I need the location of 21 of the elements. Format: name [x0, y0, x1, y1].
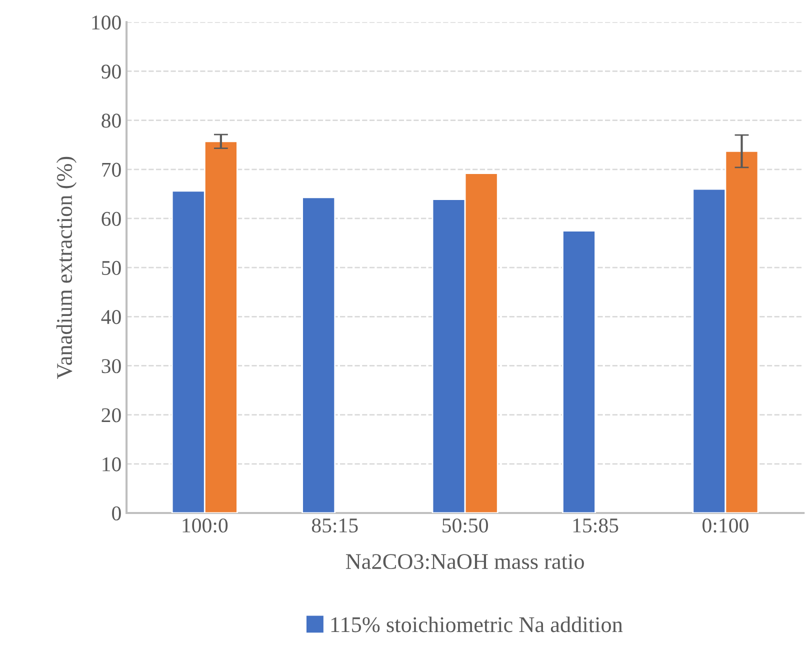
- x-axis-title: Na2CO3:NaOH mass ratio: [346, 554, 584, 570]
- y-tick-label: 10: [102, 457, 121, 472]
- y-tick-label: 60: [102, 212, 121, 226]
- legend-label: 115% stoichiometric Na addition: [331, 616, 623, 632]
- y-tick-label: 30: [102, 359, 121, 374]
- x-tick-label: 100:0: [182, 518, 228, 533]
- bar: [302, 196, 336, 513]
- y-axis-title: Vanadium extraction (%): [56, 156, 77, 379]
- y-tick-label: 80: [102, 114, 121, 128]
- y-tick-label: 0: [112, 506, 121, 520]
- y-tick-label: 90: [102, 64, 121, 79]
- x-tick-label: 85:15: [312, 518, 358, 533]
- x-tick-label: 50:50: [442, 518, 488, 533]
- y-tick-label: 20: [102, 408, 121, 422]
- y-tick-label: 50: [102, 260, 121, 275]
- y-tick-label: 40: [101, 310, 121, 324]
- y-tick-label: 100: [92, 16, 121, 30]
- x-tick-label: 0:100: [702, 518, 748, 533]
- x-tick-label: 15:85: [573, 518, 618, 533]
- bar: [562, 230, 596, 513]
- y-tick-label: 70: [102, 162, 121, 177]
